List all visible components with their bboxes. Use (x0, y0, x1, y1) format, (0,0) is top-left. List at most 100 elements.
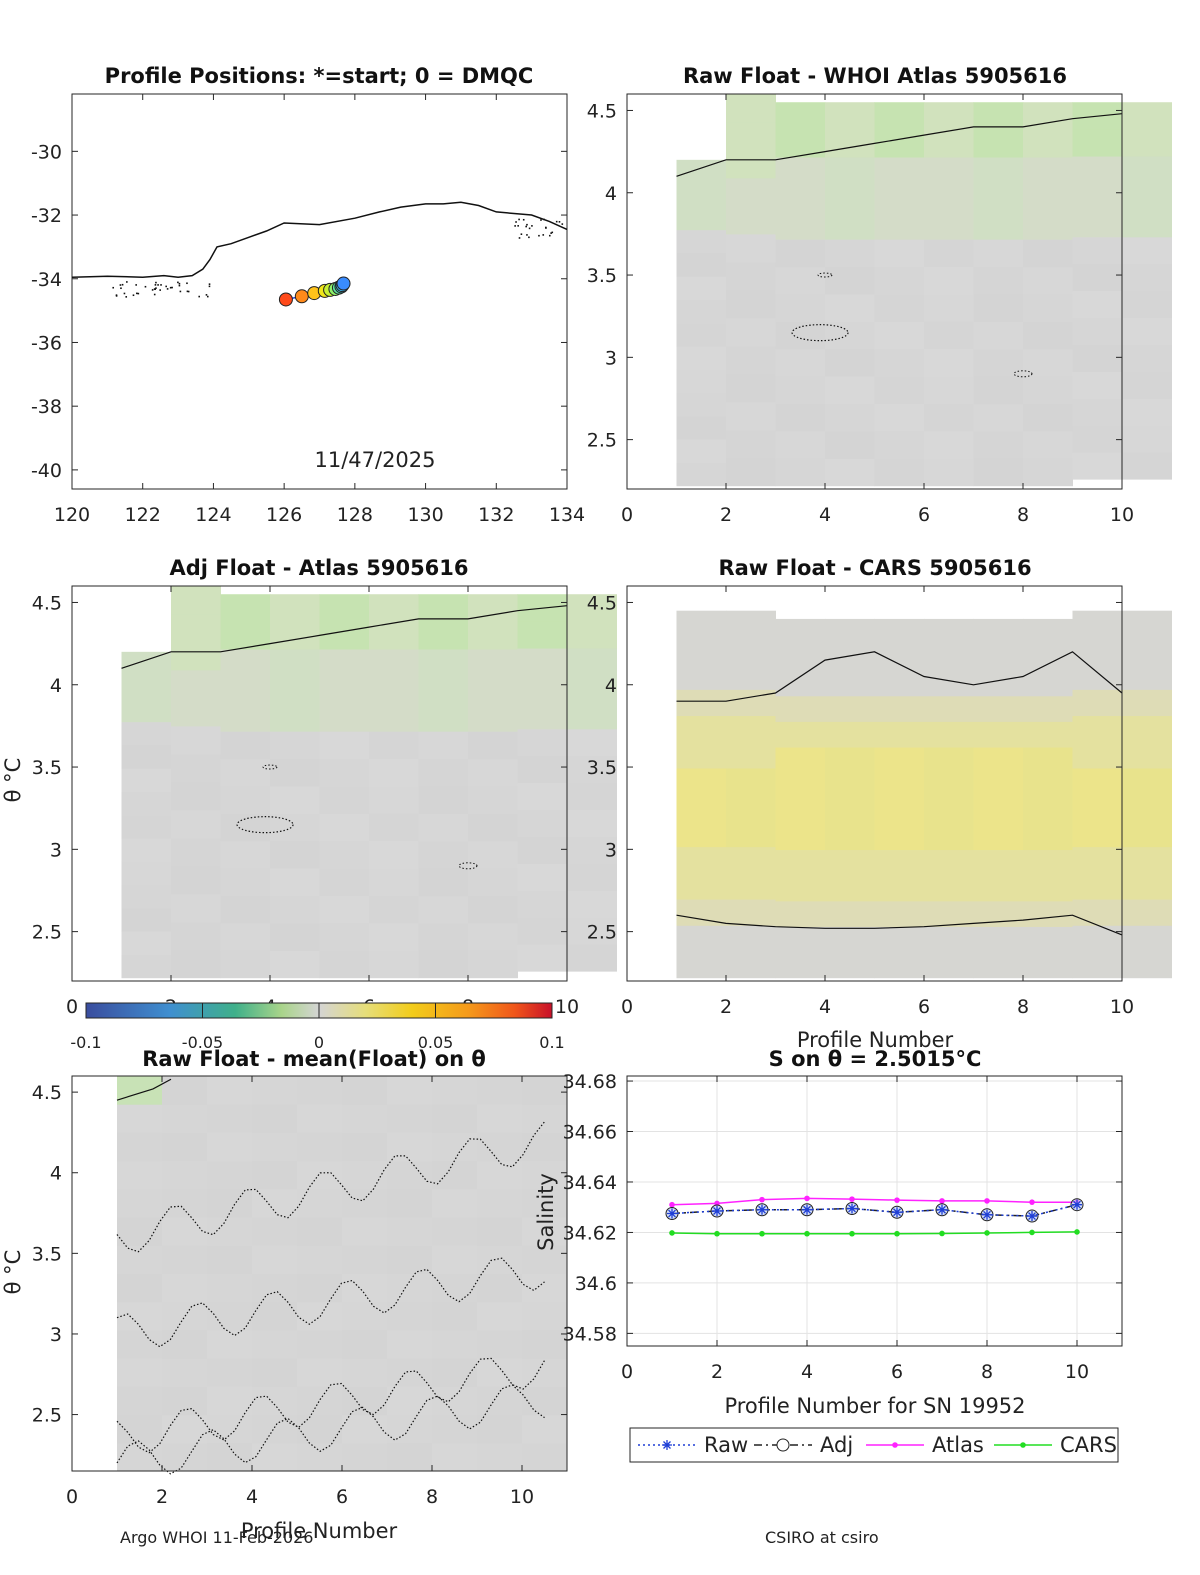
heatmap-cell (726, 401, 776, 431)
heatmap-cell (1072, 129, 1123, 157)
heatmap-cell (1122, 663, 1172, 690)
y-tick-label: -32 (31, 205, 62, 227)
heatmap-cell (477, 1217, 523, 1246)
heatmap-cell (973, 321, 1024, 350)
heatmap-cell (369, 676, 419, 705)
heatmap-cell (117, 1132, 163, 1162)
heatmap-cell (468, 840, 518, 869)
heatmap-cell (1122, 317, 1172, 346)
heatmap-cell (1023, 157, 1073, 185)
heatmap-cell (1122, 715, 1172, 743)
heatmap-cell (973, 772, 1024, 799)
heatmap-cell (297, 1329, 343, 1359)
heatmap-cell (297, 1188, 343, 1218)
heatmap-cell (775, 772, 826, 799)
heatmap-cell (726, 121, 776, 151)
y-tick-label: -38 (31, 396, 62, 418)
heatmap-cell (1023, 670, 1073, 697)
heatmap-cell (468, 813, 518, 842)
y-tick-label: 3.5 (32, 1243, 62, 1265)
x-tick-label: 132 (478, 504, 514, 526)
island-dot (538, 234, 540, 237)
raw-cars-axes-box (626, 585, 1123, 982)
heatmap-cell (517, 863, 568, 891)
legend-marker-atlas (892, 1442, 898, 1448)
heatmap-cell (973, 458, 1024, 487)
heatmap-cell (775, 321, 826, 350)
data-point-atlas (804, 1195, 810, 1202)
data-point-cars (759, 1230, 765, 1237)
heatmap-cell (117, 1245, 163, 1274)
heatmap-cell (117, 1160, 163, 1190)
island-dot (165, 285, 167, 288)
island-dot (136, 292, 138, 295)
heatmap-cell (1072, 846, 1123, 874)
heatmap-cell (517, 836, 568, 864)
heatmap-cell (387, 1301, 433, 1331)
heatmap-cell (726, 767, 776, 795)
heatmap-cell (726, 846, 776, 874)
colorbar-tick-label: -0.05 (182, 1033, 223, 1052)
heatmap-cell (418, 621, 469, 650)
x-tick-label: 0 (621, 996, 633, 1018)
heatmap-cell (973, 430, 1024, 459)
heatmap-cell (117, 1442, 163, 1472)
heatmap-cell (418, 950, 469, 979)
heatmap-cell (825, 403, 875, 432)
heatmap-cell (775, 157, 826, 185)
heatmap-cell (825, 900, 875, 927)
heatmap-cell (171, 669, 221, 699)
heatmap-cell (726, 741, 776, 769)
heatmap-cell (171, 921, 221, 951)
heatmap-cell (468, 649, 518, 677)
heatmap-cell (270, 676, 320, 705)
heatmap-cell (726, 872, 776, 900)
heatmap-cell (369, 868, 419, 897)
heatmap-cell (117, 1329, 163, 1359)
heatmap-cell (973, 618, 1024, 646)
data-point-cars (984, 1230, 990, 1236)
heatmap-cell (874, 695, 925, 722)
heatmap-cell (220, 703, 271, 732)
data-point-raw (937, 1204, 947, 1215)
heatmap-cell (522, 1273, 568, 1303)
adj-atlas-ylabel: θ °C (1, 758, 25, 803)
heatmap-cell (468, 922, 518, 951)
heatmap-cell (924, 823, 974, 851)
island-dot (157, 284, 159, 286)
heatmap-cell (342, 1301, 388, 1331)
island-dot (514, 225, 516, 227)
heatmap-cell (1122, 398, 1172, 426)
x-tick-label: 6 (918, 504, 930, 526)
island-dot (518, 218, 520, 221)
heatmap-cell (1023, 747, 1073, 774)
heatmap-cell (117, 1386, 163, 1416)
heatmap-cell (825, 102, 875, 131)
y-tick-label: 3 (605, 839, 617, 861)
heatmap-cell (973, 184, 1024, 213)
heatmap-cell (726, 233, 776, 263)
heatmap-cell (418, 922, 469, 951)
colorbar-tick-label: 0.1 (539, 1033, 564, 1052)
heatmap-cell (825, 430, 875, 459)
heatmap-cell (117, 1414, 163, 1444)
heatmap-cell (121, 931, 172, 955)
heatmap-cell (342, 1386, 388, 1416)
heatmap-cell (874, 670, 925, 697)
heatmap-cell (319, 840, 370, 869)
heatmap-cell (924, 926, 974, 953)
island-dot (153, 288, 156, 290)
heatmap-cell (825, 849, 875, 876)
island-dot (558, 221, 561, 223)
heatmap-cell (775, 618, 826, 646)
x-tick-label: 8 (1017, 504, 1029, 526)
heatmap-cell (1023, 798, 1073, 825)
heatmap-cell (825, 952, 875, 979)
data-point-cars (669, 1230, 675, 1236)
heatmap-cell (117, 1273, 163, 1303)
contour-dotted (458, 862, 478, 870)
heatmap-cell (567, 621, 617, 649)
heatmap-cell (121, 814, 172, 839)
heatmap-cell (726, 345, 776, 375)
